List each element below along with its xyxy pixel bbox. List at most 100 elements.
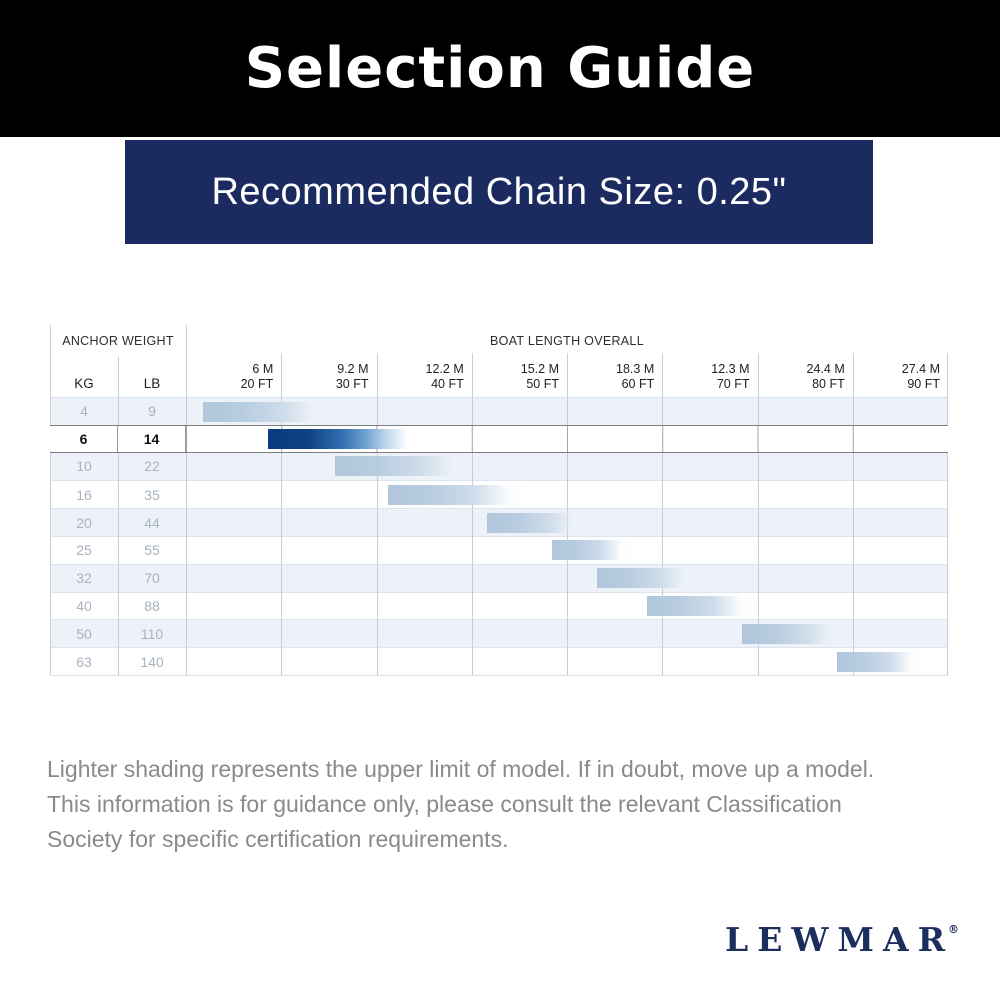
grid-line [118, 357, 119, 675]
table-body: 4 9 6 14 10 22 16 35 20 44 25 55 32 70 40 88 50 110 63 140 [50, 397, 948, 676]
lb-value: 140 [140, 653, 164, 670]
meters-label: 12.3 M [711, 362, 750, 376]
boat-column-header: 27.4 M 90 FT [853, 357, 948, 397]
range-bar [742, 623, 846, 644]
meters-label: 18.3 M [616, 362, 655, 376]
lb-value: 9 [148, 403, 156, 420]
kg-value: 50 [76, 625, 92, 642]
kg-value: 10 [76, 458, 92, 475]
range-bar [335, 456, 475, 477]
lb-value: 44 [144, 514, 160, 531]
boat-column-header: 12.3 M 70 FT [662, 357, 757, 397]
kg-value: 63 [76, 653, 92, 670]
feet-label: 30 FT [335, 377, 369, 391]
bar-area [186, 620, 948, 647]
boat-column-header: 24.4 M 80 FT [758, 357, 853, 397]
meters-label: 27.4 M [901, 362, 940, 376]
range-bar [647, 596, 756, 617]
grid-line [662, 353, 663, 675]
selection-chart: ANCHOR WEIGHT BOAT LENGTH OVERALL KG LB … [50, 325, 948, 676]
table-row: 20 44 [50, 508, 948, 536]
meters-label: 9.2 M [337, 362, 369, 376]
feet-label: 80 FT [812, 377, 845, 391]
range-bar [202, 401, 333, 422]
table-row: 50 110 [50, 619, 948, 648]
kg-value: 16 [76, 486, 92, 503]
bar-area [186, 453, 948, 481]
grid-line [377, 353, 378, 675]
range-bar [551, 540, 632, 561]
feet-label: 70 FT [716, 377, 750, 391]
registered-mark: ® [948, 923, 959, 936]
range-bar [268, 429, 409, 450]
grid-line [472, 353, 473, 675]
grid-line [186, 325, 187, 675]
grid-line [50, 325, 51, 675]
lb-value: 110 [140, 625, 164, 642]
kg-column-header: KG [74, 376, 94, 391]
lb-value: 22 [144, 458, 160, 475]
boat-column-header: 15.2 M 50 FT [472, 357, 567, 397]
bar-area [186, 509, 948, 536]
feet-label: 50 FT [526, 377, 559, 391]
kg-value: 32 [76, 570, 92, 587]
bar-area [186, 593, 948, 620]
boat-length-header: BOAT LENGTH OVERALL [490, 334, 644, 348]
lewmar-logo-text: LEWMAR [725, 920, 954, 959]
column-labels-row: KG LB 6 M 20 FT 9.2 M 30 FT 12.2 M 40 FT 15.2 … [50, 357, 948, 397]
table-row: 32 70 [50, 563, 948, 592]
kg-value: 25 [76, 542, 92, 559]
anchor-weight-header: ANCHOR WEIGHT [62, 334, 174, 348]
lb-value: 14 [118, 425, 186, 452]
grid-line [281, 353, 282, 675]
kg-value: 20 [76, 514, 92, 531]
feet-label: 40 FT [431, 377, 464, 391]
meters-label: 12.2 M [425, 362, 464, 376]
grid-line [758, 353, 759, 675]
lb-value: 35 [144, 486, 160, 503]
bar-area [186, 398, 948, 425]
table-row: 25 55 [50, 535, 948, 564]
lb-value: 55 [144, 542, 160, 559]
feet-label: 20 FT [240, 377, 274, 391]
grid-line [947, 353, 948, 675]
lewmar-logo: LEWMAR® [725, 920, 959, 959]
kg-value: 4 [80, 403, 88, 420]
note-guidance-2: Society for specific certification requi… [47, 826, 509, 852]
meters-label: 15.2 M [520, 362, 559, 376]
footer-notes: Lighter shading represents the upper lim… [47, 752, 952, 857]
note-shading: Lighter shading represents the upper lim… [47, 756, 875, 782]
lb-column-header: LB [143, 376, 161, 391]
grid-line [853, 353, 854, 675]
table-row: 10 22 [50, 452, 948, 481]
lb-value: 70 [144, 570, 160, 587]
kg-value: 40 [76, 597, 92, 614]
page-title: Selection Guide [244, 36, 756, 101]
lb-value: 88 [144, 597, 160, 614]
meters-label: 24.4 M [806, 362, 845, 376]
range-bar [486, 512, 587, 533]
bar-area [186, 565, 948, 592]
bar-area [186, 648, 948, 675]
title-banner: Selection Guide [0, 0, 1000, 137]
note-guidance-1: This information is for guidance only, p… [47, 791, 842, 817]
kg-value: 6 [50, 425, 118, 452]
boat-column-header: 18.3 M 60 FT [567, 357, 662, 397]
feet-label: 60 FT [621, 377, 655, 391]
meters-label: 6 M [252, 362, 274, 376]
boat-column-header: 9.2 M 30 FT [281, 357, 376, 397]
bar-area [186, 537, 948, 564]
range-bar [836, 651, 923, 672]
bar-area [186, 481, 948, 508]
bar-area [186, 425, 948, 452]
feet-label: 90 FT [907, 377, 940, 391]
boat-column-header: 12.2 M 40 FT [377, 357, 472, 397]
range-bar [387, 484, 528, 505]
table-row: 63 140 [50, 647, 948, 675]
range-bar [596, 568, 700, 589]
chain-size-text: Recommended Chain Size: 0.25" [211, 170, 787, 213]
boat-column-header: 6 M 20 FT [186, 357, 281, 397]
boat-columns: 6 M 20 FT 9.2 M 30 FT 12.2 M 40 FT 15.2 M 50 FT… [186, 357, 948, 397]
